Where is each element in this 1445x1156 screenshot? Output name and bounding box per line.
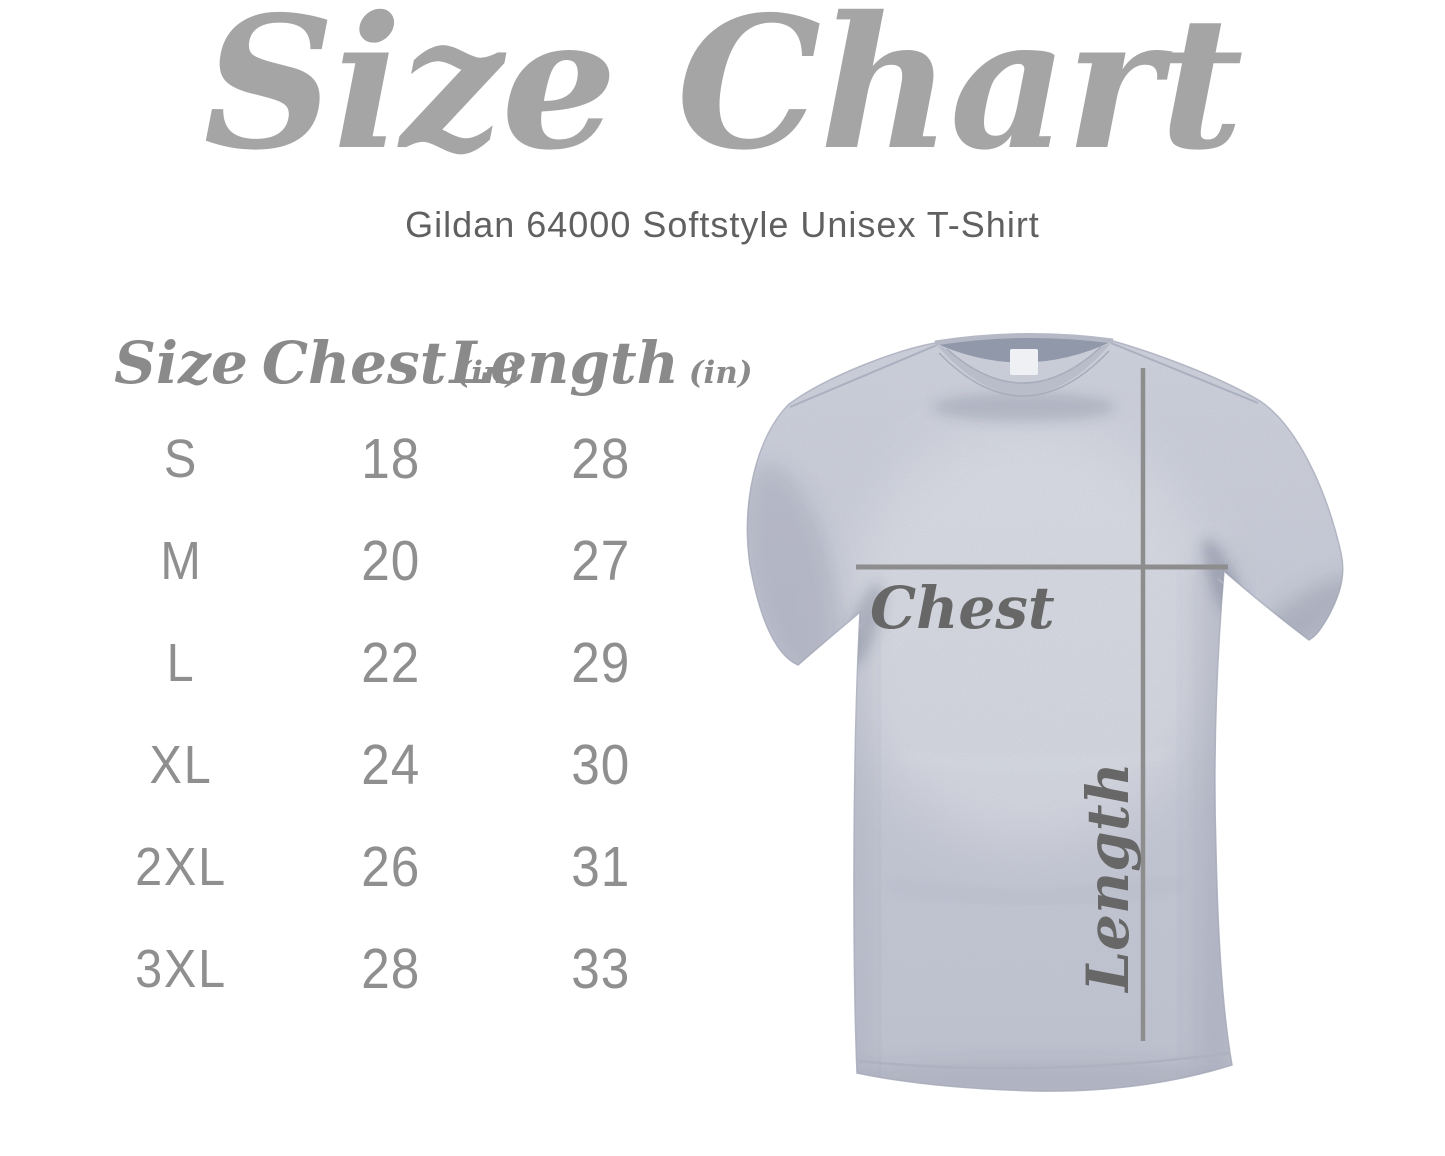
- chest-cell: 24: [361, 732, 421, 797]
- neck-tag: [1010, 349, 1038, 375]
- col-header-chest: Chest (in): [261, 329, 521, 397]
- table-row: S 18 28: [76, 408, 706, 510]
- table-header-row: Size Chest (in) Length (in): [76, 318, 752, 408]
- size-cell: S: [163, 429, 199, 489]
- length-cell: 27: [571, 528, 631, 593]
- chest-cell: 28: [361, 936, 421, 1001]
- size-table: Size Chest (in) Length (in) S 18 28 M 20 2…: [76, 318, 752, 1020]
- table-row: 3XL 28 33: [76, 918, 706, 1020]
- size-cell: XL: [149, 735, 213, 795]
- tshirt-photo: Chest Length: [746, 332, 1344, 1092]
- size-cell: 3XL: [135, 939, 227, 999]
- length-measure-label: Length: [1074, 762, 1142, 993]
- table-row: M 20 27: [76, 510, 706, 612]
- tshirt-shading: [747, 335, 1343, 1092]
- table-row: 2XL 26 31: [76, 816, 706, 918]
- page-title: Size Chart: [203, 0, 1243, 190]
- length-unit: (in): [688, 355, 753, 391]
- page-subtitle: Gildan 64000 Softstyle Unisex T-Shirt: [405, 204, 1040, 245]
- chest-measure-label: Chest: [870, 574, 1055, 642]
- size-cell: L: [166, 633, 196, 693]
- chest-cell: 18: [361, 426, 421, 491]
- length-cell: 33: [571, 936, 631, 1001]
- length-cell: 28: [571, 426, 631, 491]
- length-cell: 30: [571, 732, 631, 797]
- col-header-size: Size: [114, 329, 248, 397]
- chest-cell: 26: [361, 834, 421, 899]
- size-cell: 2XL: [135, 837, 227, 897]
- tshirt-diagram: Chest Length: [700, 325, 1445, 1156]
- length-cell: 31: [571, 834, 631, 899]
- length-cell: 29: [571, 630, 631, 695]
- table-row: L 22 29: [76, 612, 706, 714]
- collar: [934, 332, 1114, 397]
- col-header-length: Length (in): [449, 329, 753, 397]
- chest-unit: (in): [456, 355, 521, 391]
- chest-cell: 22: [361, 630, 421, 695]
- size-cell: M: [159, 531, 203, 591]
- table-row: XL 24 30: [76, 714, 706, 816]
- chest-cell: 20: [361, 528, 421, 593]
